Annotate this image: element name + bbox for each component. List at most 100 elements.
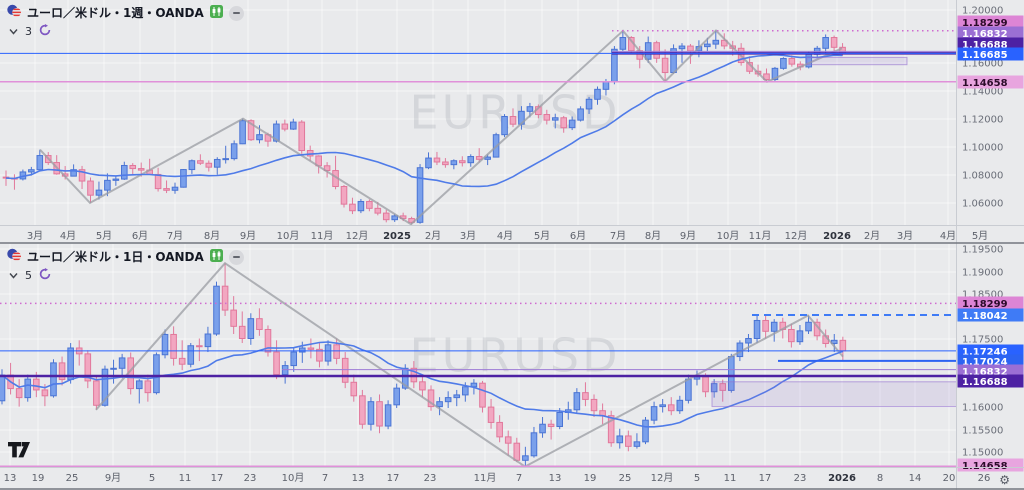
svg-text:12月: 12月: [785, 230, 808, 242]
svg-text:6月: 6月: [132, 230, 148, 242]
weekly-chart-legend: ユーロ／米ドル・1週・OANDA: [7, 4, 244, 22]
svg-text:3月: 3月: [460, 230, 476, 242]
grid: [0, 0, 957, 225]
time-axis[interactable]: 13 19 25 9月 5 11 17 23 10月 7 13 17 23 11月 7 13 19 25 12月 5 1…: [0, 467, 1024, 490]
svg-text:5: 5: [694, 473, 700, 484]
loading-spinner-icon: [39, 268, 51, 283]
svg-text:4月: 4月: [497, 230, 513, 242]
svg-text:7月: 7月: [610, 230, 626, 242]
svg-text:7: 7: [322, 473, 328, 484]
svg-text:1.17246: 1.17246: [962, 347, 1008, 358]
svg-text:5月: 5月: [96, 230, 112, 242]
chevron-down-icon[interactable]: [9, 269, 18, 282]
svg-text:1.16688: 1.16688: [962, 377, 1008, 388]
svg-text:4月: 4月: [940, 230, 956, 242]
svg-text:11月: 11月: [311, 230, 334, 242]
svg-text:2月: 2月: [864, 230, 880, 242]
candlestick-series: [0, 263, 847, 467]
svg-text:1.17500: 1.17500: [962, 335, 1003, 346]
moving-average-line: [5, 53, 843, 188]
svg-text:26: 26: [978, 473, 991, 484]
svg-text:2025: 2025: [383, 231, 411, 242]
weekly-chart-title[interactable]: ユーロ／米ドル・1週・OANDA: [27, 6, 204, 20]
svg-text:23: 23: [794, 473, 807, 484]
svg-text:12月: 12月: [346, 230, 369, 242]
svg-text:9月: 9月: [680, 230, 696, 242]
daily-chart-title[interactable]: ユーロ／米ドル・1日・OANDA: [27, 250, 204, 264]
svg-text:1.16832: 1.16832: [962, 367, 1008, 378]
svg-text:1.15500: 1.15500: [962, 426, 1003, 437]
svg-text:1.19500: 1.19500: [962, 245, 1003, 256]
price-axis[interactable]: 1.19500 1.19000 1.18500 1.17500 1.16000 1.155…: [956, 244, 1024, 490]
daily-indicator-row: 5: [9, 268, 51, 283]
daily-chart-pane: EURUSD 1.19500 1.19000 1.18500 1.17500 1.1600…: [0, 244, 1024, 490]
svg-text:7月: 7月: [167, 230, 183, 242]
svg-text:8月: 8月: [645, 230, 661, 242]
svg-text:23: 23: [424, 473, 437, 484]
svg-text:1.18042: 1.18042: [962, 311, 1008, 322]
svg-text:23: 23: [244, 473, 257, 484]
supply-zone-rectangle[interactable]: [711, 381, 979, 408]
svg-text:1.16832: 1.16832: [962, 29, 1008, 40]
svg-text:17: 17: [211, 473, 224, 484]
svg-text:1.20000: 1.20000: [962, 6, 1003, 17]
timezone-settings-gear-icon[interactable]: ⚙: [999, 473, 1010, 487]
svg-text:13: 13: [4, 473, 17, 484]
svg-text:1.16000: 1.16000: [962, 59, 1003, 70]
svg-text:19: 19: [32, 473, 45, 484]
svg-text:1.06000: 1.06000: [962, 199, 1003, 210]
svg-text:11: 11: [179, 473, 192, 484]
daily-chart-canvas[interactable]: EURUSD 1.19500 1.19000 1.18500 1.17500 1.1600…: [0, 244, 1024, 490]
svg-text:1.14658: 1.14658: [962, 78, 1008, 89]
svg-text:11月: 11月: [474, 472, 497, 484]
price-axis[interactable]: 1.20000 1.16000 1.14000 1.12000 1.10000 1.080…: [956, 0, 1024, 244]
svg-text:17: 17: [387, 473, 400, 484]
svg-text:2026: 2026: [828, 473, 856, 484]
svg-text:19: 19: [584, 473, 597, 484]
hide-legend-icon[interactable]: [228, 5, 244, 21]
tradingview-logo[interactable]: [8, 442, 30, 462]
weekly-chart-canvas[interactable]: EURUSD1.200001.160001.140001.120001.1000…: [0, 0, 1024, 244]
eurusd-pair-logo-icon: [7, 4, 22, 22]
daily-chart-legend: ユーロ／米ドル・1日・OANDA: [7, 248, 244, 266]
svg-text:9月: 9月: [105, 472, 121, 484]
svg-text:14: 14: [909, 473, 922, 484]
candlestick-type-icon: [209, 248, 223, 266]
svg-text:1.16688: 1.16688: [962, 40, 1008, 51]
svg-text:1.16685: 1.16685: [962, 50, 1008, 61]
svg-text:12月: 12月: [651, 472, 674, 484]
svg-text:5: 5: [149, 473, 155, 484]
time-axis[interactable]: 3月 4月 5月 6月 7月 8月 9月 10月 11月 12月 2025 2月 3月 4月 5月 6月 7月 8…: [0, 225, 1024, 244]
svg-text:2月: 2月: [425, 230, 441, 242]
svg-text:3月: 3月: [27, 230, 43, 242]
svg-text:25: 25: [66, 473, 79, 484]
supply-zone-rectangle[interactable]: [806, 56, 908, 66]
svg-text:9月: 9月: [240, 230, 256, 242]
svg-text:8月: 8月: [204, 230, 220, 242]
svg-text:1.16000: 1.16000: [962, 403, 1003, 414]
hide-legend-icon[interactable]: [228, 249, 244, 265]
weekly-chart-pane: EURUSD 1.20000 1.16000 1.14000 1.12000 1.1000…: [0, 0, 1024, 244]
svg-text:8: 8: [877, 473, 883, 484]
svg-text:20: 20: [943, 473, 956, 484]
svg-text:1.14658: 1.14658: [962, 461, 1008, 472]
svg-text:1.15000: 1.15000: [962, 448, 1003, 459]
svg-text:3月: 3月: [897, 230, 913, 242]
svg-text:1.08000: 1.08000: [962, 171, 1003, 182]
svg-text:5月: 5月: [972, 230, 988, 242]
svg-text:11月: 11月: [749, 230, 772, 242]
svg-text:10月: 10月: [277, 230, 300, 242]
svg-text:11: 11: [724, 473, 737, 484]
svg-text:6月: 6月: [570, 230, 586, 242]
svg-text:10月: 10月: [282, 472, 305, 484]
eurusd-pair-logo-icon: [7, 248, 22, 266]
svg-text:10月: 10月: [717, 230, 740, 242]
weekly-indicator-count[interactable]: 3: [25, 25, 32, 38]
daily-indicator-count[interactable]: 5: [25, 269, 32, 282]
svg-text:1.10000: 1.10000: [962, 143, 1003, 154]
svg-text:1.17024: 1.17024: [962, 357, 1008, 368]
svg-text:1.14000: 1.14000: [962, 87, 1003, 98]
svg-text:17: 17: [759, 473, 772, 484]
chevron-down-icon[interactable]: [9, 25, 18, 38]
